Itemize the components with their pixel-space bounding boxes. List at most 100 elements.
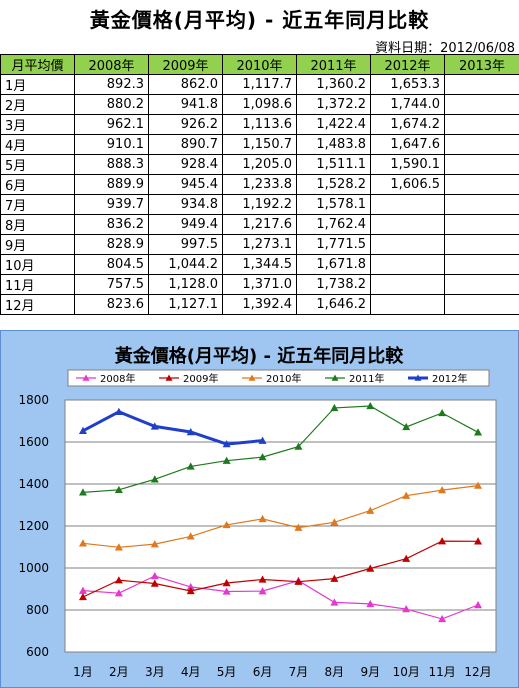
value-cell [444,254,519,275]
month-cell: 10月 [0,254,75,275]
month-cell: 11月 [0,274,75,295]
y-tick-label: 1000 [18,561,49,575]
value-cell: 1,392.4 [222,294,297,315]
month-cell: 7月 [0,194,75,215]
month-cell: 6月 [0,174,75,195]
page-title: 黃金價格(月平均) - 近五年同月比較 [89,8,430,32]
x-tick-label: 6月 [253,665,273,679]
value-cell: 892.3 [74,74,149,95]
month-cell: 2月 [0,94,75,115]
data-point [78,488,87,496]
table-header-cell: 2013年 [444,54,519,75]
month-cell: 12月 [0,294,75,315]
table-row: 2月 880.2 941.8 1,098.6 1,372.2 1,744.0 [0,94,519,115]
table-header-cell: 月平均價 [0,54,75,75]
data-point [474,428,483,436]
data-point [150,540,159,548]
data-point [330,518,339,526]
month-cell: 8月 [0,214,75,235]
value-cell [370,234,445,255]
data-point [258,453,267,461]
data-point [438,408,447,417]
data-point [294,442,303,450]
value-cell: 1,128.0 [148,274,223,295]
series-line [82,405,479,493]
value-cell: 945.4 [148,174,223,195]
value-cell: 1,372.2 [296,94,371,115]
legend-marker [165,374,173,381]
line-chart: 黃金價格(月平均) - 近五年同月比較 2008年 2009年 2010年 2011年 2… [18,345,497,679]
table-row: 10月 804.5 1,044.2 1,344.5 1,671.8 [0,254,519,275]
y-tick-label: 1600 [18,435,49,449]
legend-label: 2012年 [432,372,467,385]
value-cell: 1,273.1 [222,234,297,255]
value-cell: 889.9 [74,174,149,195]
table-row: 6月 889.9 945.4 1,233.8 1,528.2 1,606.5 [0,174,519,195]
value-cell: 1,344.5 [222,254,297,275]
data-point [150,422,159,430]
value-cell: 1,217.6 [222,214,297,235]
value-cell [370,254,445,275]
x-tick-label: 12月 [464,665,491,679]
value-cell: 1,762.4 [296,214,371,235]
data-point [186,582,195,591]
legend-label: 2009年 [183,372,218,385]
table-header-cell: 2009年 [148,54,223,75]
data-point [114,576,123,584]
data-point [150,475,159,483]
data-point [222,587,231,595]
value-cell: 1,744.0 [370,94,445,115]
value-cell: 1,483.8 [296,134,371,155]
value-cell: 1,371.0 [222,274,297,295]
value-cell: 1,647.6 [370,134,445,155]
x-tick-label: 7月 [289,665,309,679]
x-tick-label: 1月 [73,665,93,679]
value-cell: 934.8 [148,194,223,215]
data-point [114,543,123,551]
value-cell: 1,528.2 [296,174,371,195]
data-point [186,586,195,595]
legend-label: 2011年 [349,372,384,385]
month-cell: 9月 [0,234,75,255]
value-cell: 941.8 [148,94,223,115]
data-point [402,554,411,562]
month-cell: 4月 [0,134,75,155]
value-cell: 926.2 [148,114,223,135]
value-cell: 1,098.6 [222,94,297,115]
table-row: 12月 823.6 1,127.1 1,392.4 1,646.2 [0,294,519,315]
legend-marker [248,374,256,381]
data-point [114,407,123,415]
value-cell: 1,646.2 [296,294,371,315]
data-point [222,579,231,587]
table-row: 9月 828.9 997.5 1,273.1 1,771.5 [0,234,519,255]
data-point [402,422,411,431]
value-cell: 949.4 [148,214,223,235]
value-cell: 939.7 [74,194,149,215]
data-point [402,605,411,613]
value-cell: 1,150.7 [222,134,297,155]
table-row: 5月 888.3 928.4 1,205.0 1,511.1 1,590.1 [0,154,519,175]
value-cell: 1,653.3 [370,74,445,95]
table-row: 11月 757.5 1,128.0 1,371.0 1,738.2 [0,274,519,295]
value-cell [444,234,519,255]
legend-label: 2010年 [266,372,301,385]
data-point [474,601,483,609]
data-point [294,523,303,531]
chart-title: 黃金價格(月平均) - 近五年同月比較 [114,345,404,367]
value-cell: 1,511.1 [296,154,371,175]
series-line [82,410,263,446]
x-tick-label: 3月 [145,665,165,679]
y-tick-label: 600 [26,645,49,659]
value-cell: 757.5 [74,274,149,295]
table-header-row: 月平均價 2008年 2009年 2010年 2011年 2012年 2013年 [0,54,519,75]
series-line [82,540,479,598]
data-point [186,462,195,470]
data-point [474,537,483,545]
value-cell: 836.2 [74,214,149,235]
value-cell [444,74,519,95]
value-cell: 862.0 [148,74,223,95]
gold-price-table: 月平均價 2008年 2009年 2010年 2011年 2012年 2013年 1月 892… [0,54,519,315]
data-point [222,456,231,464]
value-cell: 962.1 [74,114,149,135]
data-point [114,485,123,494]
